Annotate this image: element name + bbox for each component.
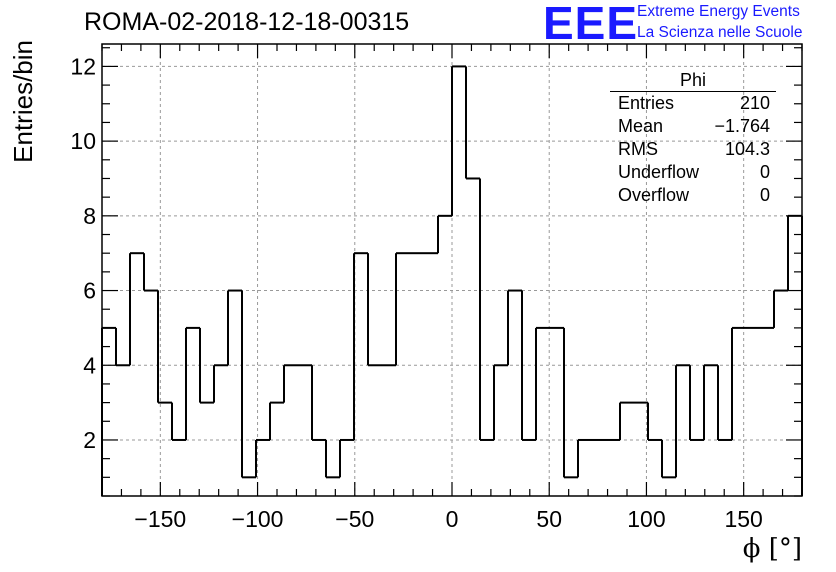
- stats-title: Phi: [610, 70, 776, 92]
- stats-value: −1.764: [714, 116, 770, 136]
- stats-label: Underflow: [618, 162, 700, 182]
- stats-row-overflow: Overflow 0: [610, 184, 776, 207]
- y-tick-label: 4: [83, 352, 96, 378]
- x-tick-label: 150: [724, 506, 762, 532]
- x-axis-label: ϕ [°]: [743, 534, 802, 564]
- x-tick-label: 50: [536, 506, 562, 532]
- y-tick-label: 10: [70, 128, 96, 154]
- axis-ticks: [101, 44, 803, 497]
- logo-subtitle-line-2: La Scienza nelle Scuole: [637, 24, 803, 41]
- stats-box: Phi Entries 210 Mean −1.764 RMS 104.3 Un…: [610, 70, 776, 207]
- stats-row-mean: Mean −1.764: [610, 115, 776, 138]
- x-tick-label: −150: [134, 506, 186, 532]
- y-tick-label: 12: [70, 53, 96, 79]
- x-tick-label: 100: [627, 506, 665, 532]
- stats-label: Mean: [618, 116, 664, 136]
- eee-logo: EEE: [543, 0, 639, 49]
- stats-label: Entries: [618, 93, 675, 113]
- stats-row-underflow: Underflow 0: [610, 161, 776, 184]
- stats-value: 104.3: [724, 139, 770, 159]
- chart-title: ROMA-02-2018-12-18-00315: [84, 8, 410, 36]
- histogram-bars: [101, 65, 803, 496]
- stats-value: 0: [759, 162, 770, 182]
- y-axis-label: Entries/bin: [8, 40, 38, 163]
- stats-label: Overflow: [618, 185, 690, 205]
- x-tick-label: −50: [335, 506, 374, 532]
- x-tick-label: 0: [446, 506, 459, 532]
- y-tick-label: 2: [83, 427, 96, 453]
- y-tick-label: 8: [83, 203, 96, 229]
- stats-row-entries: Entries 210: [610, 92, 776, 115]
- y-tick-label: 6: [83, 278, 96, 304]
- stats-value: 210: [739, 93, 770, 113]
- stats-row-rms: RMS 104.3: [610, 138, 776, 161]
- tick-labels: −150 −100 −50 0 50 100 150 2 4 6 8 10 12: [70, 53, 762, 532]
- stats-value: 0: [759, 185, 770, 205]
- logo-subtitle-line-1: Extreme Energy Events: [637, 3, 800, 20]
- stats-label: RMS: [618, 139, 658, 159]
- x-tick-label: −100: [232, 506, 284, 532]
